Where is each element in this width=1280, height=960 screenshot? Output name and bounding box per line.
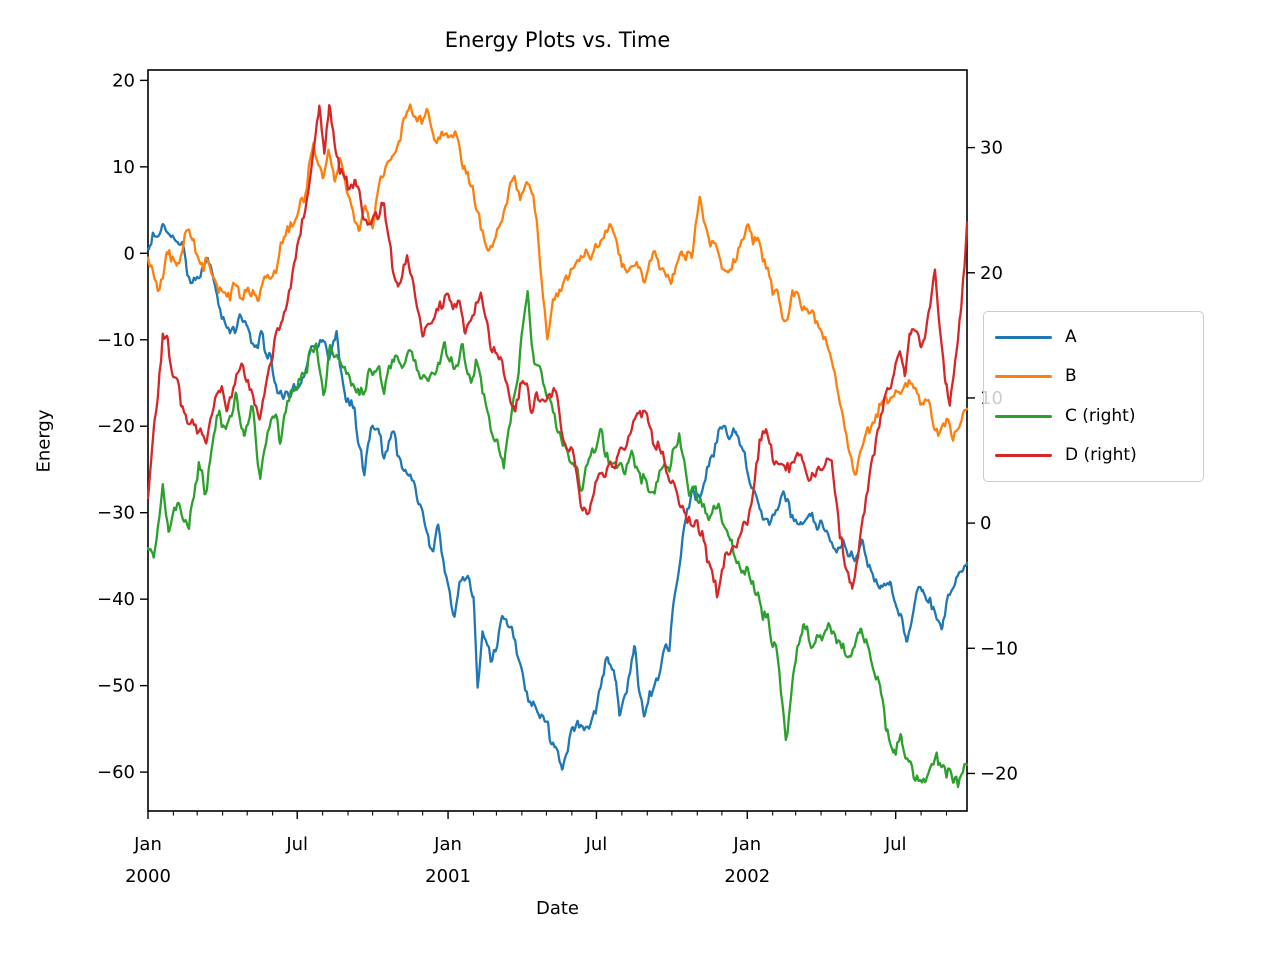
legend-label-a: A [1065,327,1077,348]
x-tick-label: Jul [884,834,907,855]
series-lines [147,103,968,789]
series-line-b [147,103,968,476]
right-tick-label: 20 [980,263,1003,284]
right-tick-label: 0 [980,513,991,534]
legend-item-a: A [984,329,1203,346]
x-tick-label: Jul [585,834,608,855]
series-line-a [147,222,968,771]
left-tick-label: −10 [97,330,135,351]
x-tick-label: Jan [732,834,761,855]
right-tick-label: −10 [980,638,1018,659]
right-tick-label: 30 [980,138,1003,159]
legend-swatch-a [995,336,1052,340]
legend-label-c: C (right) [1065,405,1136,426]
left-tick-label: −30 [97,503,135,524]
x-axis-label: Date [535,898,580,919]
left-tick-label: 20 [112,70,135,91]
x-tick-year-label: 2001 [425,866,471,887]
series-line-d [147,104,968,599]
legend-swatch-d [995,453,1052,457]
legend: A B C (right) D (right) [983,311,1204,482]
left-tick-label: −60 [97,762,135,783]
x-tick-label: Jan [433,834,462,855]
left-tick-label: −40 [97,589,135,610]
left-tick-label: 0 [124,243,135,264]
legend-label-b: B [1065,366,1077,387]
axes: 20100−10−20−30−40−50−603020100−10−20Jan2… [97,69,1018,887]
left-tick-label: −50 [97,676,135,697]
left-tick-label: 10 [112,157,135,178]
series-line-c [147,289,968,789]
legend-item-c: C (right) [984,405,1203,426]
left-tick-label: −20 [97,416,135,437]
plot-spines [147,69,968,812]
x-tick-year-label: 2002 [724,866,770,887]
x-tick-year-label: 2000 [125,866,171,887]
legend-swatch-b [995,375,1052,379]
y-axis-label: Energy [33,409,55,473]
right-tick-label: −20 [980,763,1018,784]
x-tick-label: Jul [285,834,308,855]
legend-item-b: B [984,368,1203,385]
legend-label-d: D (right) [1065,444,1137,465]
x-tick-label: Jan [133,834,162,855]
legend-swatch-c [995,414,1052,418]
legend-item-d: D (right) [984,444,1203,465]
chart-title: Energy Plots vs. Time [444,28,671,52]
